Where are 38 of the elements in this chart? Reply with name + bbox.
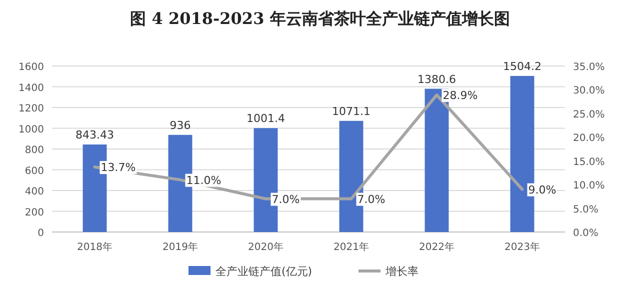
- data-label: 843.43: [76, 128, 114, 142]
- y-tick-label: 1600: [18, 62, 44, 73]
- data-label: 1380.6: [418, 72, 456, 86]
- y2-tick-label: 30.0%: [573, 86, 605, 97]
- chart-title: 图 4 2018-2023 年云南省茶叶全产业链产值增长图: [130, 9, 510, 28]
- y2-tick-label: 5.0%: [573, 204, 598, 216]
- data-label: 11.0%: [186, 174, 222, 187]
- data-label: 1071.1: [332, 104, 370, 118]
- y2-tick-label: 10.0%: [573, 180, 605, 192]
- data-label: 7.0%: [272, 192, 300, 206]
- legend-label: 增长率: [384, 265, 418, 278]
- y2-tick-label: 15.0%: [573, 156, 605, 168]
- data-label: 7.0%: [357, 192, 386, 206]
- data-label: 9.0%: [528, 183, 556, 196]
- y2-tick-label: 35.0%: [573, 62, 605, 73]
- x-tick-label: 2019年: [162, 241, 198, 253]
- data-label: 13.7%: [100, 161, 136, 174]
- y-tick-label: 1400: [18, 82, 44, 94]
- y-tick-label: 800: [24, 145, 44, 156]
- legend-label: 全产业链产值(亿元): [216, 265, 312, 278]
- data-label: 28.9%: [442, 88, 478, 102]
- y-tick-label: 400: [24, 186, 44, 198]
- x-tick-label: 2022年: [419, 241, 454, 253]
- x-tick-label: 2020年: [248, 241, 284, 253]
- y2-tick-label: 20.0%: [573, 133, 605, 144]
- y-tick-label: 600: [24, 166, 44, 177]
- y-tick-label: 1200: [18, 104, 44, 114]
- x-tick-label: 2023年: [504, 241, 540, 253]
- data-label: 1001.4: [246, 112, 285, 126]
- data-label: 1504.2: [503, 60, 542, 73]
- x-tick-label: 2018年: [77, 241, 112, 253]
- x-tick-label: 2021年: [334, 241, 369, 253]
- y-tick-label: 0: [38, 228, 44, 239]
- data-label: 936: [170, 118, 191, 132]
- y2-tick-label: 0.0%: [573, 228, 598, 239]
- y2-tick-label: 25.0%: [573, 109, 605, 120]
- y-tick-label: 200: [24, 207, 44, 218]
- y-tick-label: 1000: [18, 124, 44, 136]
